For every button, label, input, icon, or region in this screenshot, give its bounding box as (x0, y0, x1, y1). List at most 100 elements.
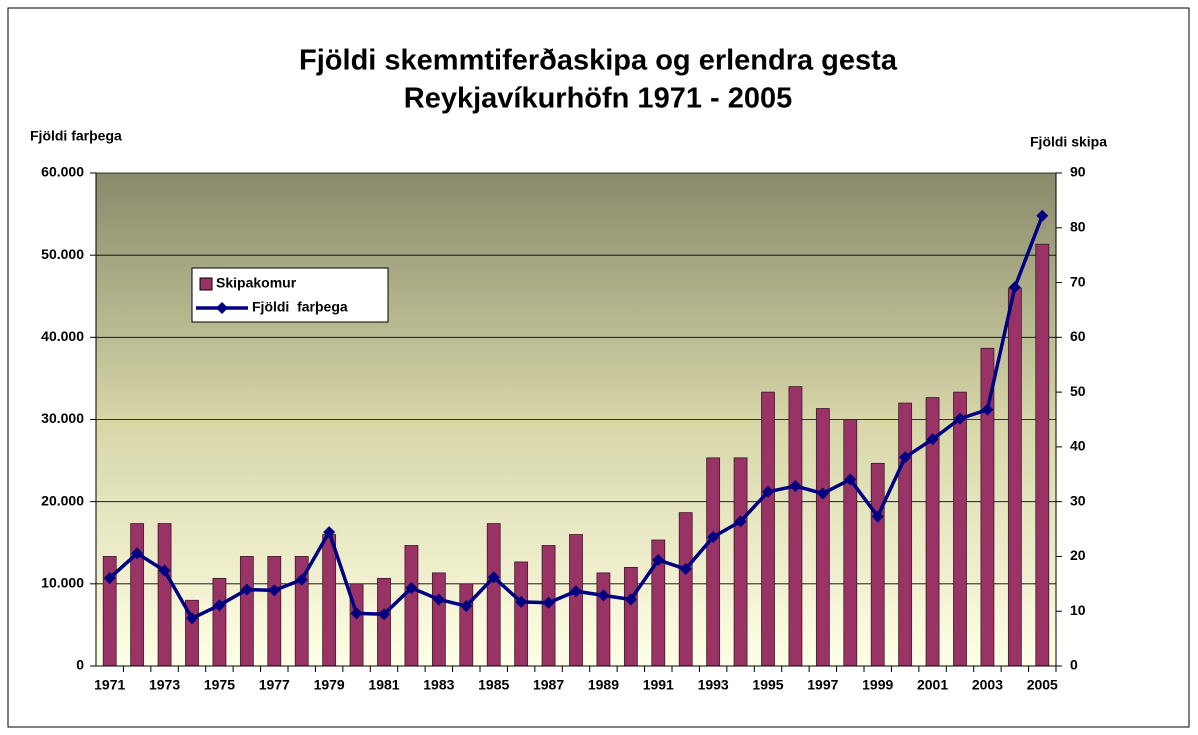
marker (515, 595, 528, 608)
x-tick-label: 1977 (259, 677, 290, 693)
bar (843, 419, 858, 667)
bar (870, 462, 885, 667)
y-tick-label: 50.000 (41, 246, 84, 262)
chart-title: Reykjavíkurhöfn 1971 - 2005 (404, 83, 792, 115)
y-tick-label: 10.000 (41, 575, 84, 591)
marker (1008, 281, 1021, 294)
marker (816, 487, 829, 500)
y2-tick-label: 0 (1070, 657, 1078, 673)
marker (871, 510, 884, 523)
x-tick-label: 1971 (94, 677, 125, 693)
bar (239, 556, 254, 667)
marker (487, 571, 500, 584)
marker (213, 599, 226, 612)
bar (788, 386, 803, 667)
x-tick-label: 1973 (149, 677, 180, 693)
x-tick-label: 2001 (917, 677, 948, 693)
marker (131, 547, 144, 560)
marker (542, 596, 555, 609)
marker (405, 581, 418, 594)
y2-tick-label: 80 (1070, 218, 1086, 234)
legend-swatch (199, 277, 213, 291)
y2-tick-label: 70 (1070, 273, 1086, 289)
marker (679, 563, 692, 576)
marker (432, 593, 445, 606)
bar (953, 391, 967, 667)
x-tick-label: 2003 (972, 677, 1003, 693)
bar (267, 556, 282, 667)
x-tick-label: 1979 (314, 677, 345, 693)
y-tick-label: 40.000 (41, 328, 84, 344)
y-axis-label: Fjöldi farþega (30, 128, 122, 144)
bar (1035, 243, 1050, 667)
y2-tick-label: 90 (1070, 164, 1086, 180)
bar (761, 391, 775, 667)
marker (981, 403, 994, 416)
marker (844, 473, 857, 486)
y-tick-label: 30.000 (41, 410, 84, 426)
marker (789, 480, 802, 493)
bar (322, 534, 337, 667)
x-tick-label: 1991 (643, 677, 674, 693)
y2-axis-label: Fjöldi skipa (1030, 134, 1107, 150)
marker (186, 612, 198, 625)
marker (323, 526, 336, 539)
marker (268, 584, 281, 597)
bar (157, 523, 172, 667)
marker (899, 451, 912, 464)
marker (597, 589, 610, 602)
marker (652, 554, 665, 567)
bar (596, 572, 611, 667)
bar (212, 577, 227, 667)
bar (733, 457, 748, 667)
x-tick-label: 1987 (533, 677, 564, 693)
bar (815, 408, 830, 667)
y-tick-label: 20.000 (41, 492, 84, 508)
y2-tick-label: 40 (1070, 438, 1086, 454)
marker (378, 608, 390, 621)
x-tick-label: 1999 (862, 677, 893, 693)
y2-tick-label: 60 (1070, 328, 1086, 344)
y-tick-label: 0 (76, 657, 84, 673)
x-tick-label: 1975 (204, 677, 235, 693)
bar (404, 545, 419, 667)
x-tick-label: 1989 (588, 677, 619, 693)
marker (103, 572, 116, 585)
bar (459, 583, 474, 667)
bar (706, 457, 721, 667)
legend-label: Skipakomur (216, 275, 297, 291)
bar (431, 572, 446, 667)
chart-title: Fjöldi skemmtiferðaskipa og erlendra ges… (299, 45, 898, 77)
bar (623, 567, 638, 667)
bar (1007, 287, 1022, 667)
x-tick-label: 1997 (807, 677, 838, 693)
legend-label: Fjöldi farþega (252, 299, 348, 315)
marker (1036, 209, 1049, 222)
x-tick-label: 1993 (698, 677, 729, 693)
marker (240, 583, 253, 596)
bar (569, 534, 583, 667)
x-tick-label: 2005 (1027, 677, 1058, 693)
bar (377, 577, 391, 667)
y2-tick-label: 30 (1070, 492, 1086, 508)
marker (350, 607, 363, 620)
marker (158, 564, 171, 577)
x-tick-label: 1985 (478, 677, 509, 693)
marker (624, 593, 637, 606)
legend (191, 267, 389, 323)
marker (570, 585, 582, 598)
marker (954, 412, 966, 425)
x-tick-label: 1983 (423, 677, 454, 693)
y-tick-label: 60.000 (41, 164, 84, 180)
bar (678, 512, 693, 667)
marker (460, 600, 473, 613)
bar (514, 561, 529, 667)
bar (898, 402, 913, 667)
x-tick-label: 1981 (368, 677, 399, 693)
marker (926, 433, 939, 446)
y2-tick-label: 20 (1070, 547, 1086, 563)
marker (762, 485, 774, 498)
marker (734, 515, 747, 528)
y2-tick-label: 10 (1070, 602, 1086, 618)
